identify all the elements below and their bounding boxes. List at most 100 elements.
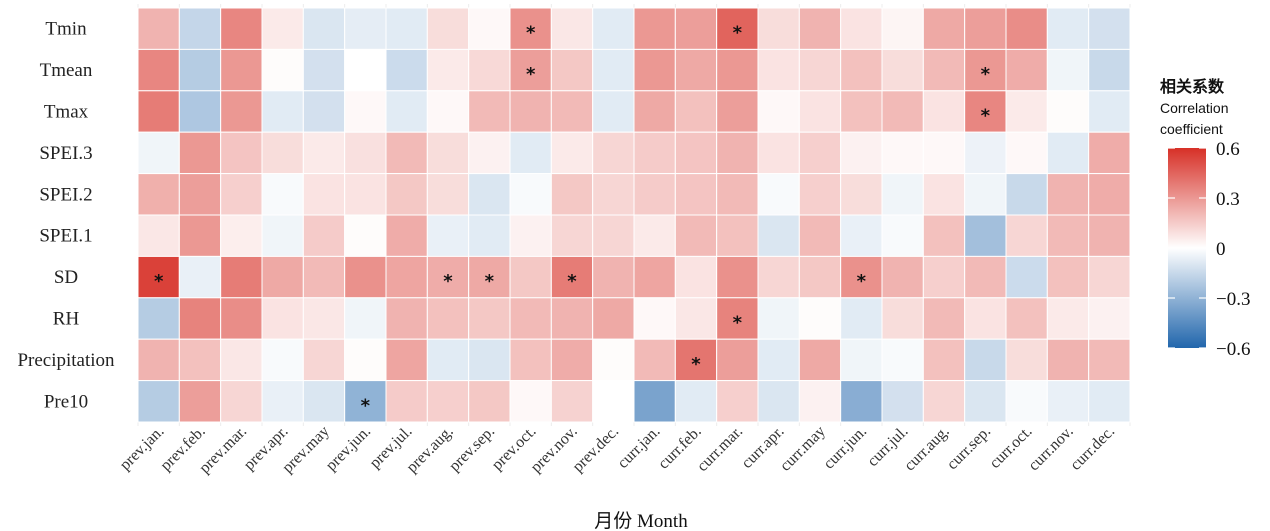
heatmap-cell (137, 297, 180, 340)
heatmap-cell (716, 90, 759, 133)
heatmap-cell (385, 214, 428, 257)
heatmap-cell (1046, 338, 1090, 382)
heatmap-cell (261, 48, 304, 92)
row-label: RH (53, 309, 80, 330)
heatmap-cell (674, 338, 718, 382)
heatmap-cell (633, 255, 676, 299)
heatmap-cell (468, 131, 511, 175)
column-label: curr.may (777, 423, 829, 475)
heatmap-cell (881, 131, 924, 175)
heatmap-cell (137, 214, 180, 257)
heatmap-cell (633, 380, 676, 423)
heatmap-cell (220, 90, 263, 133)
heatmap-cell (964, 338, 1007, 382)
heatmap-cell (1005, 173, 1048, 216)
heatmap-cell (633, 338, 676, 382)
heatmap-cell (426, 7, 470, 50)
significance-star: * (154, 271, 164, 292)
heatmap-cell (840, 297, 883, 340)
heatmap-cell (674, 297, 718, 340)
heatmap-cell (468, 173, 511, 216)
heatmap-cell (178, 297, 222, 340)
heatmap-cell (302, 7, 346, 50)
heatmap-cell (220, 214, 263, 257)
heatmap-cell (840, 338, 883, 382)
column-label: curr.mar. (694, 423, 746, 475)
heatmap-cell (798, 214, 842, 257)
heatmap-cell (178, 48, 222, 92)
heatmap-cell (178, 255, 222, 299)
heatmap-cell (881, 380, 924, 423)
heatmap-cell (302, 297, 346, 340)
heatmap-cell (178, 90, 222, 133)
heatmap-cell (674, 173, 718, 216)
heatmap-cell (220, 297, 263, 340)
heatmap-cell (633, 48, 676, 92)
x-axis-title: 月份 Month (594, 510, 688, 531)
heatmap-cell (220, 7, 263, 50)
heatmap-cell (1046, 131, 1090, 175)
heatmap-cell (922, 7, 966, 50)
heatmap-cell (468, 48, 511, 92)
heatmap-cell (178, 173, 222, 216)
legend-tick-label: 0.3 (1216, 189, 1240, 210)
heatmap-cell (385, 48, 428, 92)
heatmap-cell (1005, 90, 1048, 133)
heatmap-cell (757, 48, 800, 92)
heatmap-cell (468, 297, 511, 340)
heatmap-cell (261, 338, 304, 382)
heatmap-cell (840, 7, 883, 50)
heatmap-cell (1088, 48, 1131, 92)
heatmap-cell (302, 173, 346, 216)
heatmap-cell (840, 380, 883, 423)
heatmap-cell (922, 297, 966, 340)
heatmap-cell (881, 90, 924, 133)
column-label: curr.nov. (1025, 423, 1077, 475)
heatmap-cell (302, 131, 346, 175)
heatmap-cell (550, 380, 594, 423)
heatmap-cell (757, 297, 800, 340)
heatmap-cell (1046, 297, 1090, 340)
heatmap-cell (220, 131, 263, 175)
heatmap-cell (385, 297, 428, 340)
heatmap-cell (922, 338, 966, 382)
heatmap-cells (137, 7, 1131, 423)
heatmap-cell (509, 173, 552, 216)
heatmap-cell (674, 214, 718, 257)
heatmap-cell (964, 214, 1007, 257)
heatmap-cell (344, 7, 387, 50)
heatmap-cell (509, 48, 552, 92)
heatmap-cell (385, 380, 428, 423)
significance-star: * (361, 395, 371, 416)
heatmap-cell (798, 48, 842, 92)
heatmap-cell (881, 297, 924, 340)
heatmap-cell (592, 90, 635, 133)
heatmap-cell (757, 255, 800, 299)
heatmap-cell (716, 255, 759, 299)
heatmap-cell (964, 297, 1007, 340)
column-label: curr.jan. (614, 423, 663, 472)
heatmap-cell (344, 338, 387, 382)
heatmap-cell (798, 255, 842, 299)
heatmap-cell (1088, 338, 1131, 382)
row-label: SPEI.1 (39, 226, 92, 247)
heatmap-cell (633, 7, 676, 50)
heatmap-cell (550, 255, 594, 299)
legend-title-en-1: Correlation (1160, 100, 1228, 116)
heatmap-cell (716, 131, 759, 175)
heatmap-cell (964, 48, 1007, 92)
heatmap-cell (964, 255, 1007, 299)
heatmap-cell (426, 338, 470, 382)
heatmap-cell (716, 380, 759, 423)
heatmap-cell (1088, 297, 1131, 340)
heatmap-cell (757, 90, 800, 133)
heatmap-cell (1088, 214, 1131, 257)
heatmap-cell (1005, 380, 1048, 423)
heatmap-cell (302, 380, 346, 423)
significance-star: * (733, 313, 743, 334)
heatmap-cell (1005, 297, 1048, 340)
heatmap-cell (881, 255, 924, 299)
significance-star: * (691, 354, 701, 375)
row-label: Tmax (44, 102, 89, 123)
row-label: Precipitation (17, 350, 115, 371)
